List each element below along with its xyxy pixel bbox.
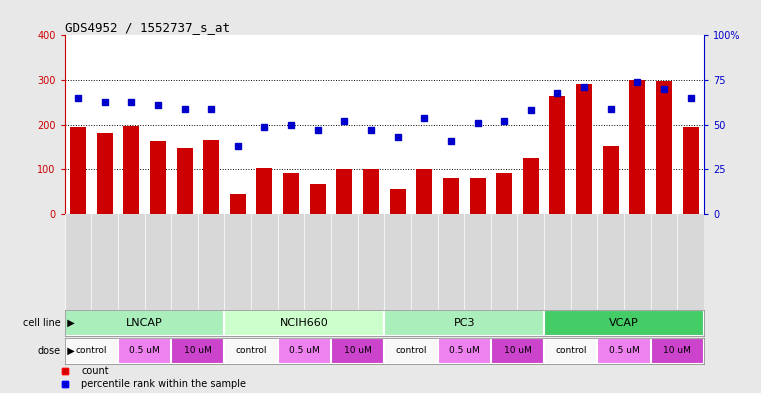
Bar <box>336 169 352 214</box>
Bar <box>544 310 704 336</box>
Bar <box>629 80 645 214</box>
Text: 0.5 uM: 0.5 uM <box>289 346 320 355</box>
Bar <box>390 189 406 214</box>
Text: percentile rank within the sample: percentile rank within the sample <box>81 379 247 389</box>
Bar <box>683 127 699 214</box>
Bar <box>384 310 544 336</box>
Text: count: count <box>81 366 109 376</box>
Bar <box>363 169 379 214</box>
Bar <box>310 184 326 214</box>
Bar <box>230 194 246 214</box>
Text: ▶: ▶ <box>61 346 75 356</box>
Bar <box>549 96 565 214</box>
Bar <box>576 84 592 214</box>
Bar <box>256 168 272 214</box>
Bar <box>123 126 139 214</box>
Bar <box>283 173 299 214</box>
Bar <box>443 178 459 214</box>
Text: VCAP: VCAP <box>609 318 639 328</box>
Text: 10 uM: 10 uM <box>344 346 371 355</box>
Text: 10 uM: 10 uM <box>504 346 531 355</box>
Bar <box>224 338 278 364</box>
Bar <box>523 158 539 214</box>
Text: dose: dose <box>38 346 61 356</box>
Bar <box>65 310 224 336</box>
Text: 0.5 uM: 0.5 uM <box>129 346 160 355</box>
Bar <box>70 127 86 214</box>
Bar <box>470 178 486 214</box>
Text: 0.5 uM: 0.5 uM <box>449 346 479 355</box>
Bar <box>416 169 432 214</box>
Text: LNCAP: LNCAP <box>126 318 163 328</box>
Text: control: control <box>75 346 107 355</box>
Bar <box>491 338 544 364</box>
Bar <box>438 338 491 364</box>
Bar <box>118 338 171 364</box>
Text: 10 uM: 10 uM <box>184 346 212 355</box>
Text: NCIH660: NCIH660 <box>280 318 329 328</box>
Bar <box>544 338 597 364</box>
Text: cell line: cell line <box>23 318 61 328</box>
Bar <box>177 148 193 214</box>
Bar <box>65 338 118 364</box>
Text: 10 uM: 10 uM <box>664 346 691 355</box>
Text: ▶: ▶ <box>61 318 75 328</box>
Text: control: control <box>395 346 427 355</box>
Bar <box>656 81 672 214</box>
Bar <box>496 173 512 214</box>
Bar <box>97 133 113 214</box>
Bar <box>384 338 438 364</box>
Bar <box>203 140 219 214</box>
Bar <box>597 338 651 364</box>
Bar <box>278 338 331 364</box>
Text: 0.5 uM: 0.5 uM <box>609 346 639 355</box>
Bar <box>150 141 166 214</box>
Text: control: control <box>555 346 587 355</box>
Bar <box>171 338 224 364</box>
Text: GDS4952 / 1552737_s_at: GDS4952 / 1552737_s_at <box>65 21 230 34</box>
Bar <box>603 146 619 214</box>
Bar <box>331 338 384 364</box>
Text: PC3: PC3 <box>454 318 475 328</box>
Text: control: control <box>235 346 267 355</box>
Bar <box>651 338 704 364</box>
Bar <box>224 310 384 336</box>
